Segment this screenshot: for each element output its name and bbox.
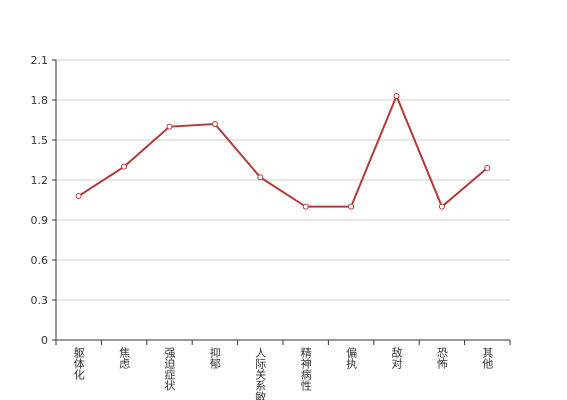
point bbox=[257, 174, 264, 181]
point bbox=[75, 193, 82, 199]
x-tick-label: 精神病性 bbox=[299, 347, 312, 392]
y-tick-label: 0.9 bbox=[31, 214, 49, 227]
point bbox=[166, 123, 173, 130]
x-tick-label: 人际关系敏感 bbox=[254, 347, 267, 400]
x-tick-label: 躯体化 bbox=[72, 347, 85, 381]
y-tick-label: 2.1 bbox=[31, 54, 49, 67]
y-tick-label: 0.6 bbox=[31, 254, 49, 267]
point bbox=[484, 165, 491, 171]
y-tick-label: 1.8 bbox=[31, 94, 49, 107]
x-tick-label: 其他 bbox=[481, 347, 494, 369]
x-tick-label: 抑郁 bbox=[208, 346, 221, 369]
line bbox=[78, 93, 488, 209]
point bbox=[211, 121, 218, 127]
y-tick-label: 0 bbox=[41, 334, 48, 347]
point bbox=[121, 163, 128, 170]
y-tick-label: 1.2 bbox=[31, 174, 49, 187]
point bbox=[438, 203, 445, 210]
x-tick-label: 强迫症状 bbox=[163, 347, 176, 391]
point bbox=[348, 203, 355, 210]
x-tick-label: 恐怖 bbox=[435, 347, 448, 369]
x-tick-label: 敌对 bbox=[390, 346, 403, 369]
y-tick-label: 1.5 bbox=[31, 134, 49, 147]
point bbox=[302, 203, 309, 210]
x-tick-label: 焦虑 bbox=[118, 347, 131, 369]
point bbox=[393, 93, 400, 99]
y-tick-label: 0.3 bbox=[31, 294, 49, 307]
x-tick-label: 偏执 bbox=[345, 346, 358, 370]
